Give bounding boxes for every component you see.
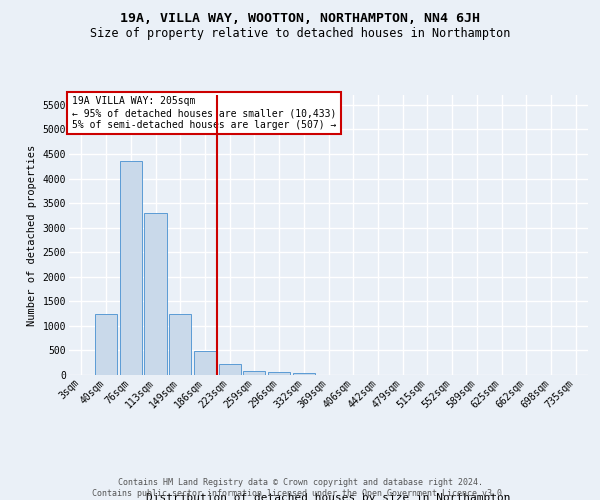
Bar [194, 352, 216, 375]
Text: Contains HM Land Registry data © Crown copyright and database right 2024.
Contai: Contains HM Land Registry data © Crown c… [92, 478, 508, 498]
Text: Size of property relative to detached houses in Northampton: Size of property relative to detached ho… [90, 28, 510, 40]
Bar [218, 364, 241, 375]
Bar [293, 372, 315, 375]
Bar [243, 370, 265, 375]
Bar [119, 162, 142, 375]
X-axis label: Distribution of detached houses by size in Northampton: Distribution of detached houses by size … [146, 493, 511, 500]
Y-axis label: Number of detached properties: Number of detached properties [27, 144, 37, 326]
Text: 19A, VILLA WAY, WOOTTON, NORTHAMPTON, NN4 6JH: 19A, VILLA WAY, WOOTTON, NORTHAMPTON, NN… [120, 12, 480, 26]
Bar [169, 314, 191, 375]
Bar [95, 314, 117, 375]
Bar [145, 213, 167, 375]
Text: 19A VILLA WAY: 205sqm
← 95% of detached houses are smaller (10,433)
5% of semi-d: 19A VILLA WAY: 205sqm ← 95% of detached … [71, 96, 336, 130]
Bar [268, 372, 290, 375]
